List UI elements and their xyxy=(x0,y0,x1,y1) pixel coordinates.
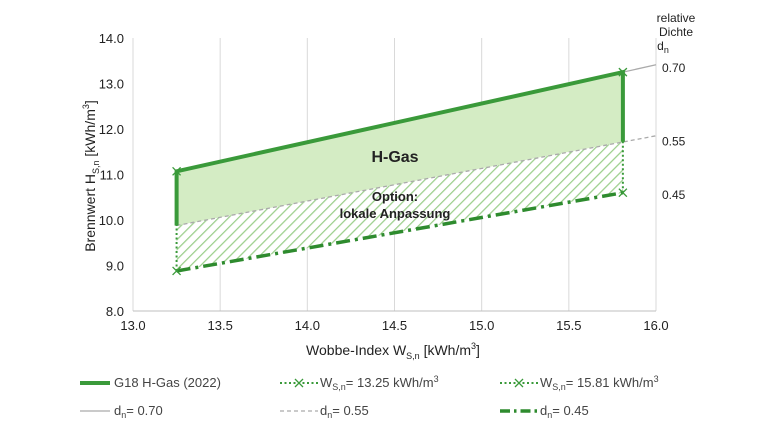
legend-item-w-13-25: WS,n= 13.25 kWh/m3 xyxy=(280,374,439,392)
y-tick-label: 13.0 xyxy=(99,77,124,92)
svg-text:dn= 0.70: dn= 0.70 xyxy=(114,403,163,420)
h-gas-region-label: H-Gas xyxy=(371,149,418,166)
series-line-dn-0-45 xyxy=(176,190,624,273)
x-marker-icon xyxy=(294,378,304,388)
density-label-0-70: 0.70 xyxy=(662,61,686,75)
legend-item-dn-0-45: dn= 0.45 xyxy=(500,403,589,420)
y-tick-label: 14.0 xyxy=(99,31,124,46)
x-tick-label: 15.5 xyxy=(556,318,581,333)
x-axis-title: Wobbe-Index WS,n [kWh/m3] xyxy=(306,341,480,361)
legend-item-g18-h-gas: G18 H-Gas (2022) xyxy=(80,375,221,390)
series-lines xyxy=(172,64,657,276)
x-tick-label: 16.0 xyxy=(643,318,668,333)
legend: G18 H-Gas (2022) WS,n= 13.25 kWh/m3 WS,n… xyxy=(80,374,659,420)
x-tick-label: 13.5 xyxy=(208,318,233,333)
y-tick-label: 8.0 xyxy=(106,304,124,319)
x-tick-label: 15.0 xyxy=(469,318,494,333)
x-marker-icon xyxy=(172,266,182,276)
svg-text:G18 H-Gas (2022): G18 H-Gas (2022) xyxy=(114,375,221,390)
x-tick-label: 14.0 xyxy=(295,318,320,333)
h-gas-region xyxy=(176,72,623,226)
option-region-label-line1: Option: xyxy=(372,189,418,204)
y-axis-title: Brennwert HS,n [kWh/m3] xyxy=(81,100,101,252)
series-line-g18-h-gas xyxy=(174,69,625,226)
legend-item-dn-0-55: dn= 0.55 xyxy=(280,403,369,420)
svg-text:WS,n= 15.81 kWh/m3: WS,n= 15.81 kWh/m3 xyxy=(540,374,659,392)
y-tick-label: 10.0 xyxy=(99,213,124,228)
density-header-line1: relative xyxy=(657,11,696,25)
density-label-0-55: 0.55 xyxy=(662,135,686,149)
series-line-dn-0-55 xyxy=(176,135,657,227)
svg-text:dn= 0.55: dn= 0.55 xyxy=(320,403,369,420)
legend-item-dn-0-70: dn= 0.70 xyxy=(80,403,163,420)
option-region xyxy=(176,141,623,271)
x-marker-icon xyxy=(618,188,628,198)
option-region-label-line2: lokale Anpassung xyxy=(340,206,451,221)
y-tick-label: 12.0 xyxy=(99,122,124,137)
regions xyxy=(176,72,623,271)
density-label-0-45: 0.45 xyxy=(662,188,686,202)
svg-text:WS,n= 13.25 kWh/m3: WS,n= 13.25 kWh/m3 xyxy=(320,374,439,392)
x-tick-label: 13.0 xyxy=(120,318,145,333)
legend-item-w-15-81: WS,n= 15.81 kWh/m3 xyxy=(500,374,659,392)
y-tick-label: 9.0 xyxy=(106,259,124,274)
density-labels: 0.70 0.55 0.45 xyxy=(662,61,686,202)
svg-text:dn= 0.45: dn= 0.45 xyxy=(540,403,589,420)
x-tick-label: 14.5 xyxy=(382,318,407,333)
y-tick-label: 11.0 xyxy=(100,168,124,183)
x-marker-icon xyxy=(618,67,628,77)
x-marker-icon xyxy=(514,378,524,388)
density-header-line3: dn xyxy=(657,39,669,55)
tick-labels: 13.0 13.5 14.0 14.5 15.0 15.5 16.0 8.0 9.0 10.0 11… xyxy=(99,31,669,333)
x-marker-icon xyxy=(172,166,182,176)
density-header-line2: Dichte xyxy=(659,25,693,39)
